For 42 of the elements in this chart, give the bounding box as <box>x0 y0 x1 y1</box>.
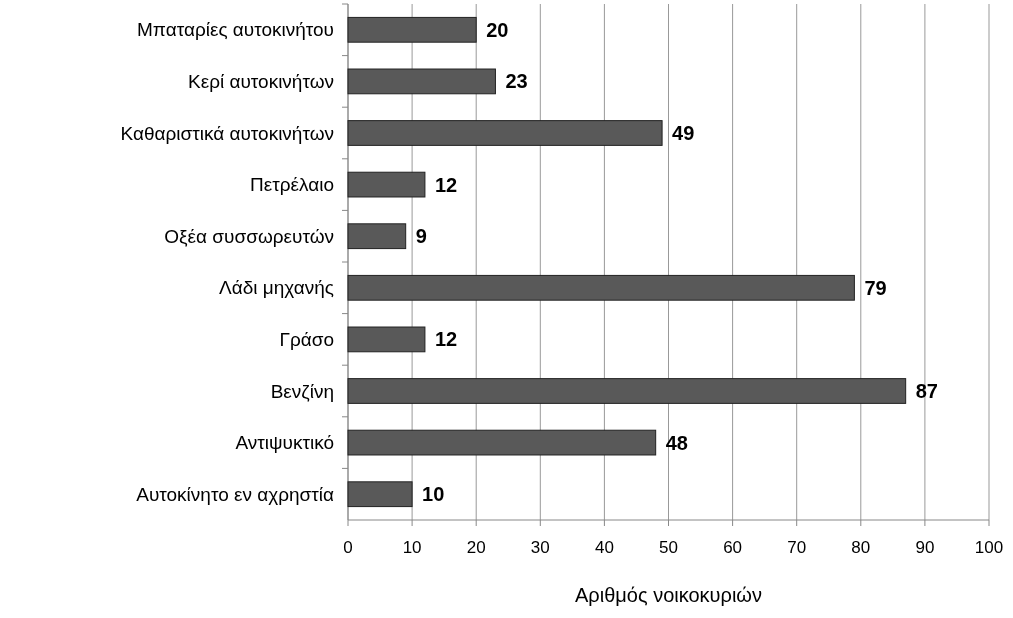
data-label: 79 <box>864 276 887 299</box>
bar <box>347 171 426 198</box>
x-tick-label: 0 <box>343 538 353 557</box>
bar <box>347 429 657 456</box>
y-tick-label: Αυτοκίνητο εν αχρηστία <box>136 483 335 505</box>
data-label: 9 <box>415 225 427 248</box>
bar <box>347 326 426 353</box>
bar <box>347 120 663 146</box>
y-tick-label: Οξέα συσσωρευτών <box>164 225 334 247</box>
x-tick-label: 90 <box>915 538 935 557</box>
x-tick-label: 20 <box>466 538 486 557</box>
y-tick-label: Πετρέλαιο <box>250 174 334 196</box>
x-tick-label: 10 <box>402 538 422 557</box>
bar <box>347 481 413 508</box>
x-tick-label: 80 <box>851 538 871 557</box>
bar <box>347 68 496 95</box>
data-label: 20 <box>486 18 509 41</box>
x-tick-label: 30 <box>530 538 550 557</box>
data-label: 48 <box>665 431 688 454</box>
x-axis-title: Αριθμός νοικοκυριών <box>575 584 762 606</box>
bar <box>347 223 407 250</box>
data-label: 87 <box>915 380 938 402</box>
data-label: 23 <box>505 70 528 93</box>
y-tick-label: Καθαριστικά αυτοκινήτων <box>120 122 334 144</box>
data-label: 12 <box>434 173 458 196</box>
x-tick-label: 50 <box>659 538 678 557</box>
data-label: 10 <box>422 483 445 506</box>
data-label: 12 <box>434 328 458 351</box>
x-tick-label: 60 <box>723 538 743 557</box>
bar <box>347 274 855 301</box>
y-tick-label: Μπαταρίες αυτοκινήτου <box>137 19 334 41</box>
bar <box>347 378 907 404</box>
x-tick-label: 40 <box>594 538 614 557</box>
x-tick-label: 100 <box>974 538 1004 557</box>
bar <box>347 16 477 43</box>
y-tick-label: Κερί αυτοκινήτων <box>188 71 334 93</box>
data-label: 49 <box>672 122 695 144</box>
y-tick-label: Βενζίνη <box>270 380 334 402</box>
y-tick-label: Αντιψυκτικό <box>235 432 334 454</box>
y-tick-label: Γράσο <box>279 329 334 351</box>
x-tick-label: 70 <box>787 538 807 557</box>
y-tick-label: Λάδι μηχανής <box>219 277 334 299</box>
